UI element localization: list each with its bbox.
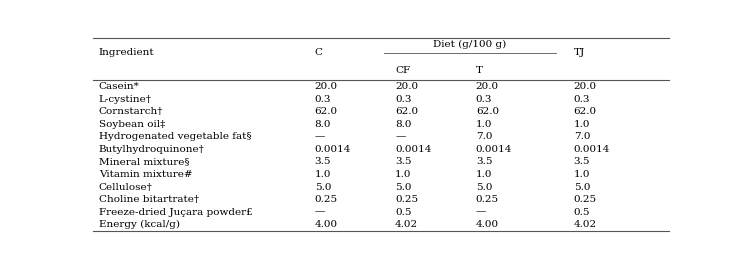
Text: Cellulose†: Cellulose† xyxy=(99,182,152,191)
Text: 0.25: 0.25 xyxy=(395,195,418,204)
Text: 62.0: 62.0 xyxy=(476,107,499,116)
Text: T: T xyxy=(476,66,483,75)
Text: TJ: TJ xyxy=(574,48,585,56)
Text: 7.0: 7.0 xyxy=(476,132,493,142)
Text: Hydrogenated vegetable fat§: Hydrogenated vegetable fat§ xyxy=(99,132,251,142)
Text: —: — xyxy=(314,208,325,216)
Text: Energy (kcal/g): Energy (kcal/g) xyxy=(99,220,180,229)
Text: 0.3: 0.3 xyxy=(395,95,412,104)
Text: 62.0: 62.0 xyxy=(314,107,337,116)
Text: 3.5: 3.5 xyxy=(395,157,412,166)
Text: 5.0: 5.0 xyxy=(395,182,412,191)
Text: 4.02: 4.02 xyxy=(395,220,418,229)
Text: 62.0: 62.0 xyxy=(574,107,597,116)
Text: 20.0: 20.0 xyxy=(314,82,337,91)
Text: 0.0014: 0.0014 xyxy=(476,145,512,154)
Text: 0.0014: 0.0014 xyxy=(574,145,610,154)
Text: 0.5: 0.5 xyxy=(574,208,590,216)
Text: 4.00: 4.00 xyxy=(314,220,337,229)
Text: 0.3: 0.3 xyxy=(314,95,331,104)
Text: 8.0: 8.0 xyxy=(395,120,412,129)
Text: 0.0014: 0.0014 xyxy=(314,145,351,154)
Text: 3.5: 3.5 xyxy=(314,157,331,166)
Text: 20.0: 20.0 xyxy=(476,82,499,91)
Text: Ingredient: Ingredient xyxy=(99,48,155,56)
Text: 1.0: 1.0 xyxy=(476,120,493,129)
Text: 4.00: 4.00 xyxy=(476,220,499,229)
Text: 4.02: 4.02 xyxy=(574,220,597,229)
Text: 5.0: 5.0 xyxy=(476,182,493,191)
Text: 1.0: 1.0 xyxy=(314,170,331,179)
Text: L-cystine†: L-cystine† xyxy=(99,95,152,104)
Text: 0.3: 0.3 xyxy=(476,95,493,104)
Text: —: — xyxy=(476,208,486,216)
Text: Cornstarch†: Cornstarch† xyxy=(99,107,163,116)
Text: 3.5: 3.5 xyxy=(574,157,590,166)
Text: 3.5: 3.5 xyxy=(476,157,493,166)
Text: 1.0: 1.0 xyxy=(574,170,590,179)
Text: Soybean oil‡: Soybean oil‡ xyxy=(99,120,165,129)
Text: C: C xyxy=(314,48,322,56)
Text: 0.5: 0.5 xyxy=(395,208,412,216)
Text: 0.3: 0.3 xyxy=(574,95,590,104)
Text: 1.0: 1.0 xyxy=(476,170,493,179)
Text: 0.25: 0.25 xyxy=(314,195,337,204)
Text: 62.0: 62.0 xyxy=(395,107,418,116)
Text: Diet (g/100 g): Diet (g/100 g) xyxy=(433,40,507,49)
Text: 20.0: 20.0 xyxy=(574,82,597,91)
Text: Butylhydroquinone†: Butylhydroquinone† xyxy=(99,145,204,154)
Text: 5.0: 5.0 xyxy=(574,182,590,191)
Text: 1.0: 1.0 xyxy=(395,170,412,179)
Text: CF: CF xyxy=(395,66,410,75)
Text: 0.25: 0.25 xyxy=(476,195,499,204)
Text: 5.0: 5.0 xyxy=(314,182,331,191)
Text: Freeze-dried Juçara powder£: Freeze-dried Juçara powder£ xyxy=(99,208,253,216)
Text: 0.0014: 0.0014 xyxy=(395,145,432,154)
Text: 20.0: 20.0 xyxy=(395,82,418,91)
Text: Mineral mixture§: Mineral mixture§ xyxy=(99,157,189,166)
Text: 0.25: 0.25 xyxy=(574,195,597,204)
Text: 1.0: 1.0 xyxy=(574,120,590,129)
Text: Casein*: Casein* xyxy=(99,82,140,91)
Text: —: — xyxy=(314,132,325,142)
Text: 7.0: 7.0 xyxy=(574,132,590,142)
Text: Choline bitartrate†: Choline bitartrate† xyxy=(99,195,199,204)
Text: Vitamin mixture#: Vitamin mixture# xyxy=(99,170,192,179)
Text: —: — xyxy=(395,132,406,142)
Text: 8.0: 8.0 xyxy=(314,120,331,129)
